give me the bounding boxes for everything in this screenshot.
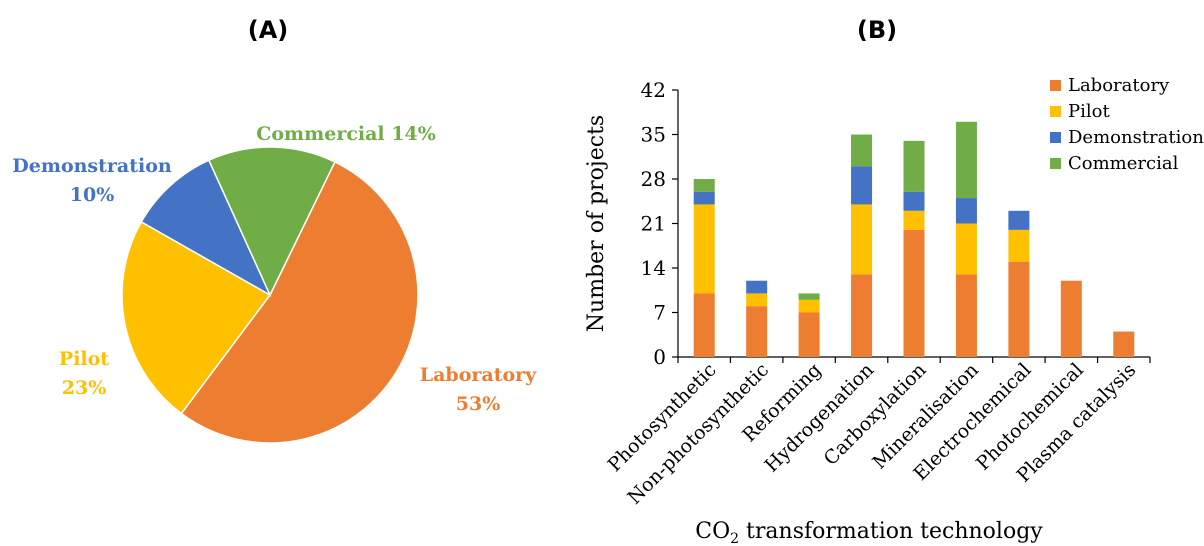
bar-carboxylation-laboratory [903, 229, 925, 357]
pie-slice-commercial [207, 146, 336, 297]
bar-non-photosynthetic-laboratory [746, 306, 768, 357]
pie-label-commercial: Commercial 14% [256, 123, 436, 145]
pie-label-demonstration: Demonstration [12, 155, 172, 177]
pie-slice-demonstration [140, 159, 272, 297]
bar-mineralisation-pilot [955, 223, 977, 275]
y-tick-label: 28 [641, 167, 666, 191]
bar-non-photosynthetic-demonstration [746, 280, 768, 294]
bar-mineralisation-laboratory [955, 274, 977, 357]
bar-non-photosynthetic-pilot [746, 293, 768, 307]
legend-label-demonstration: Demonstration [1068, 127, 1204, 148]
y-tick-label: 14 [641, 256, 666, 280]
bar-hydrogenation-demonstration [851, 166, 873, 205]
legend-swatch-laboratory [1050, 80, 1061, 91]
bar-hydrogenation-laboratory [851, 274, 873, 357]
pie-slice-laboratory [180, 160, 419, 444]
legend-label-laboratory: Laboratory [1068, 75, 1170, 96]
y-tick-label: 21 [641, 212, 666, 236]
x-axis-title: CO2 transformation technology [695, 519, 1043, 546]
bar-photosynthetic-laboratory [693, 293, 715, 357]
bar-hydrogenation-pilot [851, 204, 873, 275]
bar-reforming-pilot [798, 299, 820, 313]
y-tick-label: 7 [653, 301, 666, 325]
pie-label-laboratory: Laboratory [420, 364, 537, 386]
bar-reforming-laboratory [798, 312, 820, 357]
legend-label-pilot: Pilot [1068, 101, 1110, 122]
panel-b-label: (B) [857, 16, 897, 44]
legend-label-commercial: Commercial [1068, 153, 1179, 174]
x-axis-title-main: CO [695, 519, 730, 544]
panel-a-label: (A) [248, 16, 289, 44]
bar-carboxylation-commercial [903, 140, 925, 192]
y-tick-label: 42 [641, 78, 666, 102]
pie-label-pilot: Pilot [59, 348, 109, 370]
bar-mineralisation-commercial [955, 121, 977, 199]
x-axis-title-sub: 2 [730, 531, 739, 546]
legend-swatch-commercial [1050, 158, 1061, 169]
bar-plasma-catalysis-laboratory [1113, 331, 1135, 357]
bar-photosynthetic-pilot [693, 204, 715, 294]
bar-electrochemical-pilot [1008, 229, 1030, 262]
bar-mineralisation-demonstration [955, 198, 977, 224]
bar-carboxylation-pilot [903, 210, 925, 230]
bar-carboxylation-demonstration [903, 191, 925, 211]
bar-photosynthetic-commercial [693, 179, 715, 192]
pie-percent-demonstration: 10% [70, 184, 115, 206]
bar-electrochemical-demonstration [1008, 210, 1030, 230]
bar-electrochemical-laboratory [1008, 261, 1030, 357]
y-tick-label: 35 [641, 123, 666, 147]
bar-photosynthetic-demonstration [693, 191, 715, 205]
bar-photochemical-laboratory [1060, 280, 1082, 357]
y-axis-title: Number of projects [584, 115, 609, 332]
pie-percent-laboratory: 53% [456, 393, 501, 415]
legend-swatch-demonstration [1050, 132, 1061, 143]
y-tick-label: 0 [653, 345, 666, 369]
bar-hydrogenation-commercial [851, 134, 873, 167]
legend-swatch-pilot [1050, 106, 1061, 117]
pie-slice-pilot [121, 220, 272, 415]
pie-percent-pilot: 23% [62, 377, 107, 399]
bar-reforming-commercial [798, 293, 820, 300]
x-axis-title-rest: transformation technology [739, 519, 1043, 544]
pie-chart: Laboratory 53% Pilot 23% Demonstration 10% Com… [12, 123, 537, 444]
